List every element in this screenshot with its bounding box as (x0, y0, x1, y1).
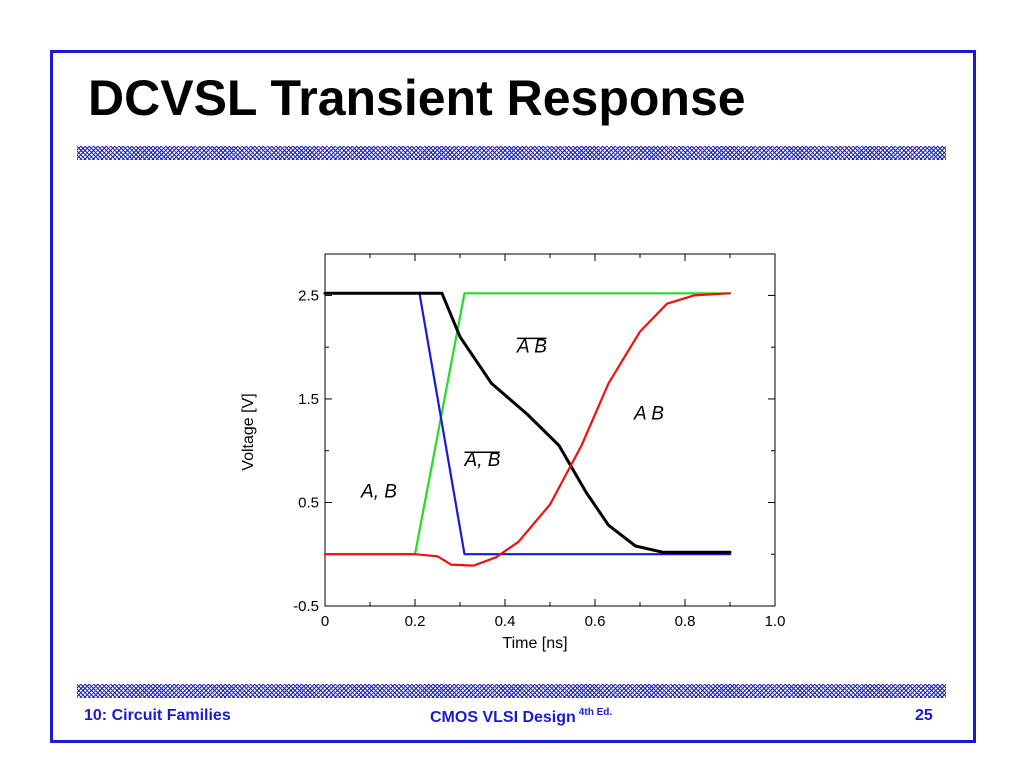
slide-title: DCVSL Transient Response (88, 70, 746, 126)
footer-book-title: CMOS VLSI Design 4th Ed. (430, 707, 612, 727)
annotation-text: A, B (464, 450, 501, 471)
footer-book-name: CMOS VLSI Design (430, 709, 576, 726)
top-hatch-divider (77, 146, 946, 160)
axis-ticks (324, 254, 776, 607)
annotation-text: A B (633, 404, 664, 425)
y-axis-label: Voltage [V] (240, 393, 257, 470)
x-tick-label: 0.6 (585, 613, 606, 630)
curve-annotation-1: A, B (464, 450, 501, 471)
y-tick-label: -0.5 (293, 598, 319, 615)
transient-response-chart: 0 0.2 0.4 0.6 0.8 1.0 -0.5 0.5 1.5 2.5 A, B A, B A … (160, 236, 864, 666)
annotation-text: A, B (360, 481, 397, 502)
footer-chapter: 10: Circuit Families (84, 707, 231, 724)
x-tick-label: 1.0 (765, 613, 786, 630)
series-line-3 (323, 292, 732, 567)
x-tick-label: 0.2 (405, 613, 426, 630)
x-axis-label: Time [ns] (502, 635, 567, 652)
x-tick-label: 0.4 (495, 613, 516, 630)
series-line-2 (323, 291, 732, 554)
y-tick-label: 1.5 (298, 391, 319, 408)
curve-annotation-2: A B (516, 336, 547, 357)
x-tick-label: 0 (321, 613, 329, 630)
page-number: 25 (915, 707, 933, 724)
curve-annotation-0: A, B (360, 481, 397, 502)
bottom-hatch-divider (77, 684, 946, 698)
x-tick-label: 0.8 (675, 613, 696, 630)
curve-annotation-3: A B (633, 404, 664, 425)
y-tick-label: 2.5 (298, 287, 319, 304)
chart-background (160, 236, 864, 666)
axis-tick-labels: 0 0.2 0.4 0.6 0.8 1.0 -0.5 0.5 1.5 2.5 (293, 287, 785, 630)
annotation-text: A B (516, 336, 547, 357)
y-tick-label: 0.5 (298, 494, 319, 511)
data-lines (323, 291, 732, 567)
footer-edition: 4th Ed. (578, 707, 613, 718)
curve-annotations: A, B A, B A B A B (360, 336, 664, 502)
